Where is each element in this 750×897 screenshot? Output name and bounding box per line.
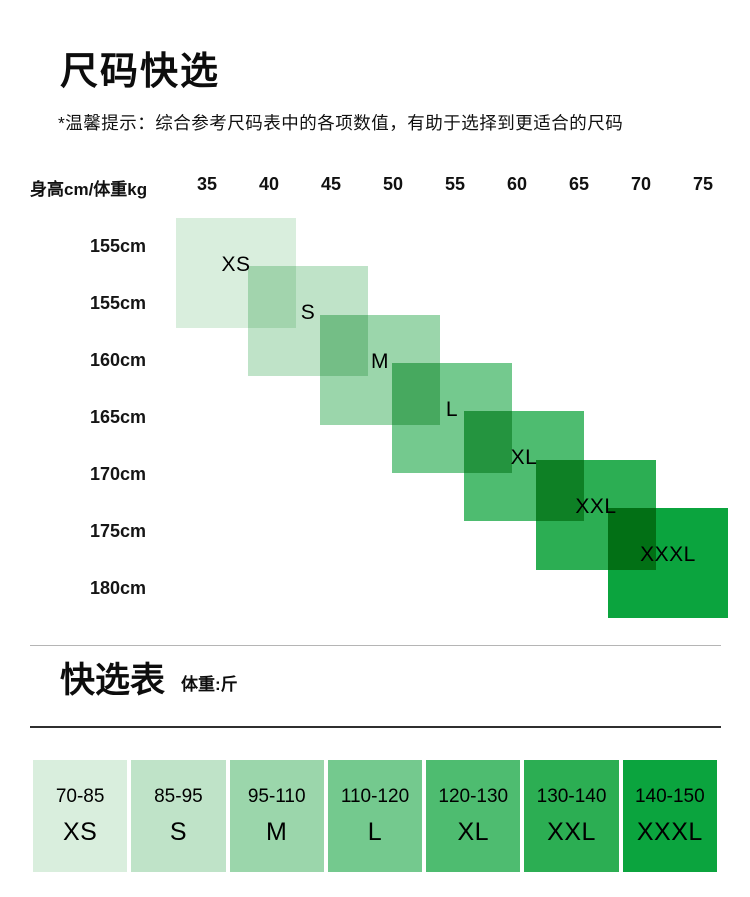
weight-tick: 45 [320,174,342,194]
divider [30,726,721,728]
weight-range: 120-130 [438,785,509,807]
size-block-label: XXXL [640,543,696,566]
quick-table-unit-label: 体重:斤 [181,675,238,694]
quick-size-cell-xs: 70-85 XS [33,760,128,872]
size-block-xxxl: XXXL [608,508,728,618]
quick-size-cell-m: 95-110 M [229,760,324,872]
weight-tick: 40 [258,174,280,194]
weight-tick: 55 [444,174,466,194]
quick-size-cell-xl: 120-130 XL [426,760,521,872]
size-block-label: XS [221,253,251,276]
height-row-label: 155cm [89,236,146,256]
weight-tick: 50 [382,174,404,194]
size-block-label: S [300,301,316,324]
divider [30,645,721,646]
weight-tick: 60 [506,174,528,194]
weight-tick: 35 [196,174,218,194]
size-heatmap: XS S M L XL XXL XXXL [176,218,734,618]
quick-size-cell-xxxl: 140-150 XXXL [622,760,717,872]
height-row-label: 175cm [89,521,146,541]
axis-corner-label: 身高cm/体重kg [30,180,148,199]
height-row-label: 155cm [89,293,146,313]
height-row-label: 165cm [89,407,146,427]
height-row-labels: 155cm 155cm 160cm 165cm 170cm 175cm 180c… [30,218,146,617]
size-block-label: M [371,350,389,373]
size-label: M [266,817,288,846]
weight-range: 70-85 [55,785,105,807]
chart-axis-header: 身高cm/体重kg 35 40 45 50 55 60 65 70 75 [0,174,750,199]
size-block-label: L [445,398,459,421]
size-label: XXXL [636,817,703,846]
size-block-label: XXL [575,495,617,518]
weight-range: 95-110 [247,785,306,807]
height-row-label: 170cm [89,464,146,484]
quick-size-cell-s: 85-95 S [131,760,226,872]
quick-table-header: 快选表 体重:斤 [60,650,238,700]
tip-text: *温馨提示：综合参考尺码表中的各项数值，有助于选择到更适合的尺码 [58,113,624,133]
quick-table-title: 快选表 [60,660,166,700]
weight-range: 110-120 [340,785,410,807]
weight-range: 130-140 [536,785,607,807]
size-label: L [367,817,383,846]
weight-range: 140-150 [634,785,705,807]
weight-tick: 70 [630,174,652,194]
height-row-label: 160cm [89,350,146,370]
size-label: XL [457,817,490,846]
quick-size-cell-l: 110-120 L [327,760,423,872]
weight-tick: 75 [692,174,714,194]
quick-size-cell-xxl: 130-140 XXL [524,760,619,872]
quick-select-table: 70-85 XS 85-95 S 95-110 M 110-120 L 120-… [33,760,717,872]
size-block-label: XL [510,446,538,469]
size-label: XXL [547,817,596,846]
weight-tick: 65 [568,174,590,194]
height-row-label: 180cm [89,578,146,598]
weight-range: 85-95 [154,785,203,807]
size-label: S [169,817,188,846]
size-label: XS [62,817,98,846]
page-title: 尺码快选 [60,51,221,93]
